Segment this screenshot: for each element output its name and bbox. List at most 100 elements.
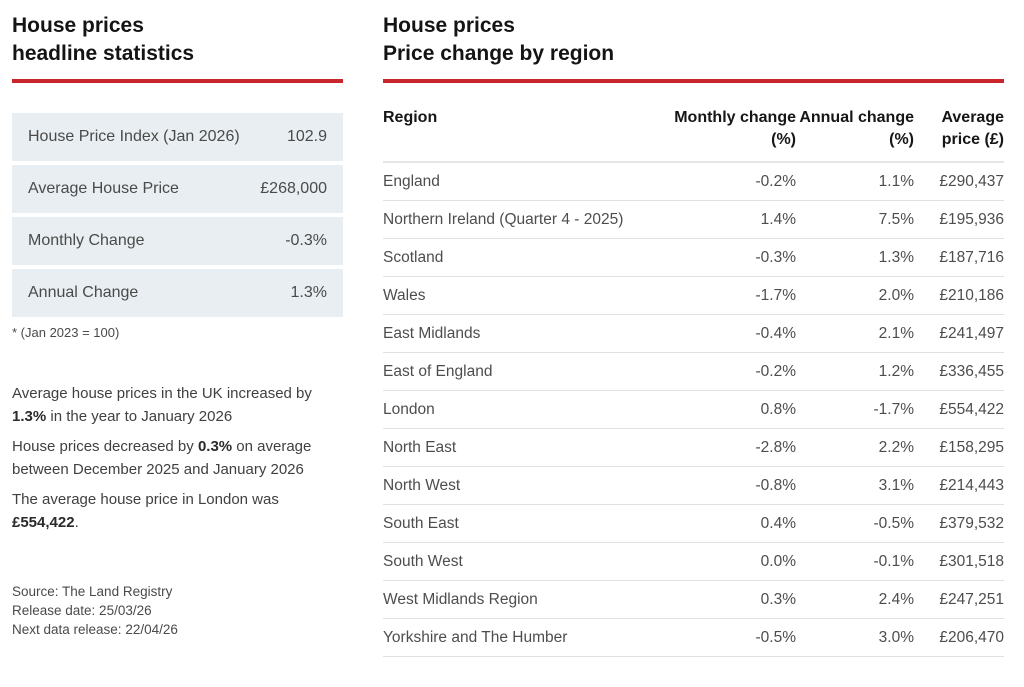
emphasized-text: 0.3% <box>197 438 233 455</box>
average-price-cell: £379,532 <box>914 504 1004 543</box>
annual-change-cell: 2.1% <box>796 314 914 353</box>
plain-text: Average house prices in the UK increased… <box>12 385 312 402</box>
annual-change-cell: 3.1% <box>796 466 914 505</box>
region-panel-title: House prices Price change by region <box>383 12 1004 68</box>
average-price-cell: £158,295 <box>914 428 1004 467</box>
region-cell: Yorkshire and The Humber <box>383 618 646 657</box>
average-price-cell: £336,455 <box>914 352 1004 391</box>
column-header-average-price: Average price (£) <box>914 107 1004 163</box>
monthly-change-cell: 1.4% <box>646 200 796 239</box>
region-cell: London <box>383 390 646 429</box>
summary-paragraphs: Average house prices in the UK increased… <box>12 382 343 534</box>
stat-row: Monthly Change -0.3% <box>12 217 343 265</box>
source-block: Source: The Land Registry Release date: 2… <box>12 582 343 639</box>
average-price-cell: £206,470 <box>914 618 1004 657</box>
headline-title-line2: headline statistics <box>12 42 195 65</box>
header-row: Region Monthly change (%) Annual change … <box>383 107 1004 163</box>
table-row: Yorkshire and The Humber -0.5% 3.0% £206,47… <box>383 618 1004 657</box>
summary-paragraph: Average house prices in the UK increased… <box>12 382 343 428</box>
average-price-cell: £241,497 <box>914 314 1004 353</box>
table-row: North East -2.8% 2.2% £158,295 <box>383 428 1004 467</box>
source-line: Source: The Land Registry <box>12 584 173 599</box>
plain-text: House prices decreased by <box>12 438 198 455</box>
annual-change-cell: 2.2% <box>796 428 914 467</box>
monthly-change-cell: 0.3% <box>646 580 796 619</box>
annual-change-cell: -0.5% <box>796 504 914 543</box>
table-row: East Midlands -0.4% 2.1% £241,497 <box>383 314 1004 353</box>
region-cell: North West <box>383 466 646 505</box>
accent-rule-left <box>12 79 343 83</box>
annual-change-cell: 2.4% <box>796 580 914 619</box>
region-cell: England <box>383 162 646 201</box>
stat-value: -0.3% <box>285 232 327 249</box>
region-table: Region Monthly change (%) Annual change … <box>383 107 1004 657</box>
stat-label: House Price Index (Jan 2026) <box>28 128 240 145</box>
monthly-change-cell: -0.2% <box>646 352 796 391</box>
stat-row: Average House Price £268,000 <box>12 165 343 213</box>
plain-text: The average house price in London was <box>12 491 279 508</box>
table-row: Wales -1.7% 2.0% £210,186 <box>383 276 1004 315</box>
headline-title-line1: House prices <box>12 14 144 37</box>
table-row: East of England -0.2% 1.2% £336,455 <box>383 352 1004 391</box>
table-row: Northern Ireland (Quarter 4 - 2025) 1.4% 7… <box>383 200 1004 239</box>
stat-label: Annual Change <box>28 284 139 301</box>
monthly-change-cell: -1.7% <box>646 276 796 315</box>
annual-change-cell: 2.0% <box>796 276 914 315</box>
region-panel: House prices Price change by region Regi… <box>383 10 1004 657</box>
column-header-monthly-change: Monthly change (%) <box>646 107 796 163</box>
average-price-cell: £301,518 <box>914 542 1004 581</box>
average-price-cell: £210,186 <box>914 276 1004 315</box>
region-cell: Northern Ireland (Quarter 4 - 2025) <box>383 200 646 239</box>
plain-text: . <box>74 514 79 531</box>
monthly-change-cell: -2.8% <box>646 428 796 467</box>
stat-value: 1.3% <box>290 284 327 301</box>
monthly-change-cell: 0.8% <box>646 390 796 429</box>
monthly-change-cell: -0.4% <box>646 314 796 353</box>
summary-paragraph: House prices decreased by 0.3% on averag… <box>12 435 343 481</box>
table-row: North West -0.8% 3.1% £214,443 <box>383 466 1004 505</box>
headline-panel: House prices headline statistics House P… <box>12 10 343 639</box>
table-row: England -0.2% 1.1% £290,437 <box>383 162 1004 201</box>
annual-change-cell: -1.7% <box>796 390 914 429</box>
monthly-change-cell: -0.8% <box>646 466 796 505</box>
average-price-cell: £187,716 <box>914 238 1004 277</box>
region-cell: West Midlands Region <box>383 580 646 619</box>
summary-paragraph: The average house price in London was £5… <box>12 488 343 534</box>
region-table-body: England -0.2% 1.1% £290,437 Northern Ireland… <box>383 162 1004 657</box>
stat-value: 102.9 <box>286 128 327 145</box>
index-footnote: * (Jan 2023 = 100) <box>12 325 120 340</box>
source-line: Next data release: 22/04/26 <box>12 622 178 637</box>
monthly-change-cell: 0.4% <box>646 504 796 543</box>
table-row: West Midlands Region 0.3% 2.4% £247,251 <box>383 580 1004 619</box>
stat-label: Average House Price <box>28 180 179 197</box>
average-price-cell: £214,443 <box>914 466 1004 505</box>
region-table-header: Region Monthly change (%) Annual change … <box>383 107 1004 163</box>
average-price-cell: £247,251 <box>914 580 1004 619</box>
region-cell: South East <box>383 504 646 543</box>
table-row: Scotland -0.3% 1.3% £187,716 <box>383 238 1004 277</box>
annual-change-cell: 1.1% <box>796 162 914 201</box>
stat-row: Annual Change 1.3% <box>12 269 343 317</box>
region-cell: East of England <box>383 352 646 391</box>
annual-change-cell: 7.5% <box>796 200 914 239</box>
annual-change-cell: 3.0% <box>796 618 914 657</box>
table-row: London 0.8% -1.7% £554,422 <box>383 390 1004 429</box>
table-row: South East 0.4% -0.5% £379,532 <box>383 504 1004 543</box>
stat-label: Monthly Change <box>28 232 145 249</box>
region-cell: East Midlands <box>383 314 646 353</box>
source-line: Release date: 25/03/26 <box>12 603 152 618</box>
average-price-cell: £554,422 <box>914 390 1004 429</box>
average-price-cell: £195,936 <box>914 200 1004 239</box>
emphasized-text: 1.3% <box>12 408 47 425</box>
monthly-change-cell: -0.3% <box>646 238 796 277</box>
region-cell: Wales <box>383 276 646 315</box>
region-title-line2: Price change by region <box>383 42 615 65</box>
column-header-region: Region <box>383 107 646 163</box>
annual-change-cell: 1.2% <box>796 352 914 391</box>
monthly-change-cell: 0.0% <box>646 542 796 581</box>
plain-text: on average between December 2025 and Jan… <box>12 438 312 478</box>
emphasized-text: £554,422 <box>12 514 75 531</box>
stat-value: £268,000 <box>260 180 327 197</box>
headline-panel-title: House prices headline statistics <box>12 12 343 68</box>
